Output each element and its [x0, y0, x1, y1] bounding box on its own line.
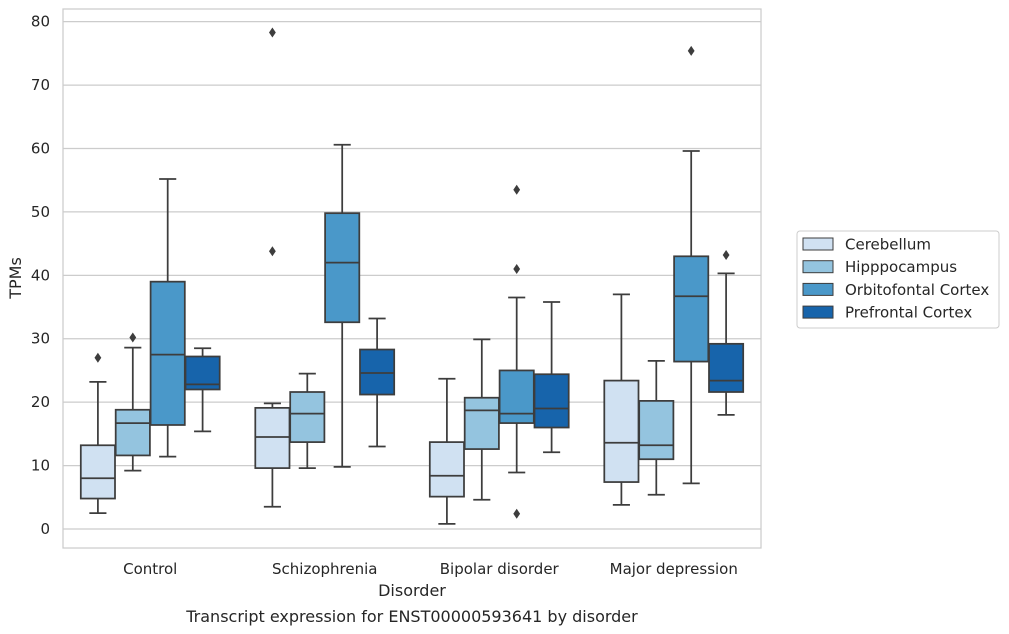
x-axis-ticks: Control Schizophrenia Bipolar disorder Majo…: [123, 560, 738, 578]
box-group: [498, 184, 535, 519]
legend-label: Orbitofontal Cortex: [845, 281, 989, 299]
y-tick-label: 80: [31, 13, 50, 31]
box-group: [149, 178, 186, 458]
outlier-point: [269, 246, 276, 257]
y-tick-label: 40: [31, 266, 50, 284]
y-axis-label: TPMs: [6, 257, 25, 300]
box-group: [533, 301, 570, 454]
outlier-point: [129, 332, 137, 343]
box-body: [498, 369, 535, 424]
outlier-point: [269, 27, 276, 38]
box-group: [79, 352, 116, 514]
box-body: [324, 212, 361, 324]
box-body: [708, 342, 745, 393]
outlier-point: [94, 352, 102, 363]
legend-swatch: [802, 282, 834, 296]
box-group: [184, 347, 221, 433]
y-tick-label: 0: [40, 520, 50, 538]
outlier-point: [722, 250, 730, 261]
y-tick-label: 70: [31, 76, 50, 94]
x-tick-label: Schizophrenia: [272, 560, 377, 578]
box-body: [428, 441, 465, 498]
legend-label: Cerebellum: [845, 236, 931, 254]
box-group: [359, 317, 396, 448]
box-body: [114, 408, 151, 457]
legend-swatch: [802, 237, 834, 251]
box-body: [254, 406, 291, 469]
box-body: [603, 379, 640, 483]
box-body: [79, 444, 116, 500]
box-group: [673, 45, 710, 485]
y-tick-label: 60: [31, 140, 50, 158]
box-series: [79, 27, 745, 525]
legend-label: Prefrontal Cortex: [845, 304, 972, 322]
box-group: [708, 250, 745, 416]
outlier-point: [687, 45, 695, 56]
box-body: [673, 255, 710, 363]
chart-caption: Transcript expression for ENST0000059364…: [185, 607, 638, 626]
box-group: [428, 377, 465, 525]
box-group: [463, 338, 500, 501]
y-tick-label: 50: [31, 203, 50, 221]
y-tick-label: 20: [31, 393, 50, 411]
box-body: [359, 348, 396, 396]
outlier-point: [513, 508, 521, 519]
legend-swatch: [802, 260, 834, 274]
box-group: [254, 27, 291, 508]
box-group: [603, 293, 640, 506]
x-tick-label: Control: [123, 560, 177, 578]
box-body: [289, 391, 326, 443]
legend: Cerebellum Hipppocampus Orbitofontal Corte…: [796, 230, 1000, 329]
box-body: [149, 280, 186, 426]
y-tick-label: 30: [31, 330, 50, 348]
outlier-point: [513, 184, 521, 195]
x-tick-label: Bipolar disorder: [440, 560, 560, 578]
box-body: [638, 400, 675, 461]
plot-frame: [62, 8, 762, 549]
box-group: [324, 143, 361, 468]
legend-label: Hipppocampus: [845, 258, 957, 276]
box-group: [638, 360, 675, 496]
y-tick-label: 10: [31, 457, 50, 475]
legend-swatch: [802, 305, 834, 319]
outlier-point: [513, 263, 521, 274]
legend-frame: [796, 230, 1000, 329]
box-body: [463, 396, 500, 450]
box-group: [114, 332, 151, 472]
box-body: [533, 373, 570, 429]
box-group: [289, 372, 326, 469]
y-axis-ticks: 0 10 20 30 40 50 60 70 80: [31, 13, 50, 538]
x-tick-label: Major depression: [610, 560, 738, 578]
x-axis-label: Disorder: [378, 581, 446, 600]
